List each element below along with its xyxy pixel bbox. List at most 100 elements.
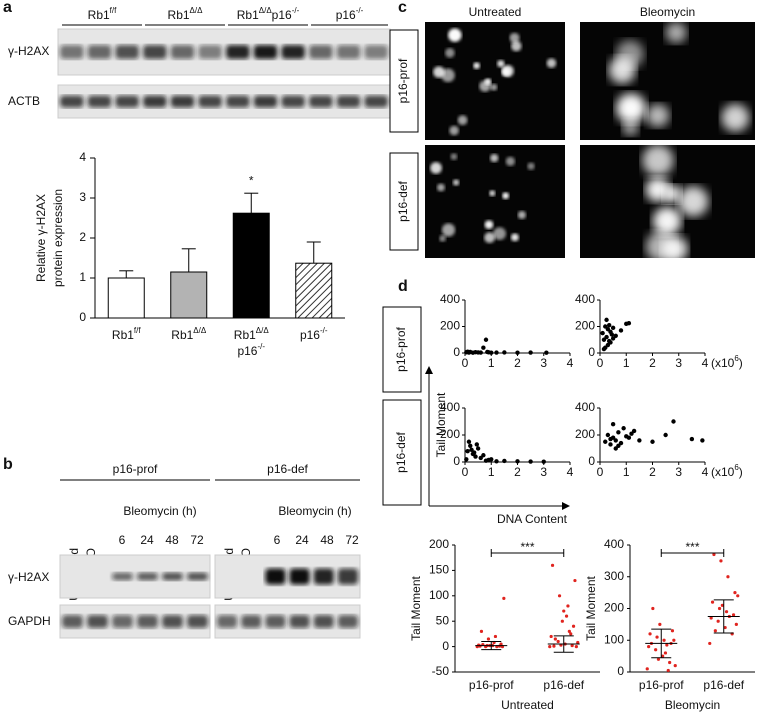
text-part: ) (739, 465, 743, 479)
point (465, 449, 470, 454)
band (198, 95, 222, 108)
point (550, 563, 555, 567)
nucleus (661, 235, 688, 263)
nucleus (546, 58, 557, 68)
band (162, 615, 183, 628)
point (733, 591, 737, 595)
column-label: Bleomycin (640, 5, 695, 19)
y-tick-label: 200 (575, 319, 595, 333)
point (557, 594, 562, 598)
point (719, 559, 723, 563)
point (720, 603, 724, 607)
timepoint-label: 24 (140, 533, 154, 547)
nucleus (439, 235, 446, 242)
label: Rb1Δ/Δp16-/- (237, 6, 300, 22)
point (485, 349, 490, 355)
band (337, 568, 358, 585)
x-tick-label: 4 (702, 356, 709, 370)
band (170, 95, 195, 108)
point (656, 657, 661, 661)
band (337, 615, 358, 628)
point (658, 622, 662, 626)
nucleus (502, 192, 509, 200)
text-part: Rb1 (234, 328, 256, 342)
band (289, 615, 310, 628)
point (469, 447, 474, 453)
x-tick-label: 2 (514, 465, 521, 479)
band (87, 45, 112, 59)
point (665, 643, 669, 647)
point (474, 442, 480, 447)
nucleus (511, 40, 522, 52)
point (478, 455, 483, 461)
point (618, 328, 624, 333)
band (143, 95, 167, 108)
x-tick-label: 2 (649, 356, 656, 370)
nucleus (490, 153, 499, 163)
point (713, 629, 717, 633)
point (613, 438, 618, 443)
row-box (389, 29, 419, 133)
bar (170, 271, 208, 319)
point (553, 637, 557, 641)
chart-title: Untreated (501, 698, 554, 712)
nucleus (452, 179, 460, 186)
point (736, 594, 740, 598)
blot (59, 554, 211, 599)
point (670, 629, 675, 633)
y-tick-label: 0 (442, 639, 449, 653)
point (494, 350, 499, 355)
text-part: -/- (356, 6, 364, 15)
y-tick-label: 50 (436, 613, 450, 627)
band (226, 45, 250, 59)
point (672, 638, 676, 642)
y-tick-label: 0 (588, 454, 595, 468)
nucleus (433, 66, 445, 78)
x-tick-label: 0 (462, 465, 469, 479)
row-label: p16-def (394, 431, 408, 472)
point (481, 453, 486, 458)
blot-row-label: ACTB (8, 94, 40, 108)
y-tick-label: 100 (604, 632, 624, 646)
nucleus (473, 62, 480, 70)
timepoint-label: 72 (345, 533, 359, 547)
text-part: p16 (300, 328, 320, 342)
point (481, 345, 486, 350)
y-axis-label: Tail Moment (409, 575, 423, 640)
point (655, 635, 659, 639)
y-tick-label: 200 (604, 601, 624, 615)
bar (107, 277, 145, 319)
band (62, 615, 83, 628)
nucleus (450, 153, 458, 160)
point (603, 439, 608, 444)
y-tick-label: 100 (429, 588, 449, 602)
treatment-label: Bleomycin (h) (123, 504, 196, 518)
band (241, 615, 262, 628)
band (143, 45, 167, 59)
point (650, 439, 655, 444)
band (170, 45, 195, 59)
text-part: Δ/Δ (193, 326, 207, 335)
row-label: p16-def (396, 180, 410, 221)
chart-title: Bleomycin (665, 698, 720, 712)
point (502, 458, 507, 464)
point (499, 642, 503, 646)
point (567, 629, 571, 633)
y-tick-label: 0 (79, 310, 86, 324)
x-tick-label: 3 (675, 465, 682, 479)
nucleus (642, 144, 674, 177)
band (198, 45, 222, 59)
point (556, 639, 560, 644)
x-tick-label: 0 (462, 356, 469, 370)
band (364, 45, 388, 59)
point (475, 446, 481, 451)
label: p16-/- (336, 6, 364, 22)
text-part: p16 (336, 8, 356, 22)
text-part: Δ/Δ (259, 6, 273, 15)
y-tick-label: 200 (440, 427, 460, 441)
row-box (382, 399, 422, 506)
nucleus (501, 64, 514, 78)
nucleus (510, 233, 519, 242)
label: (x106) (711, 354, 743, 370)
band (336, 45, 361, 59)
